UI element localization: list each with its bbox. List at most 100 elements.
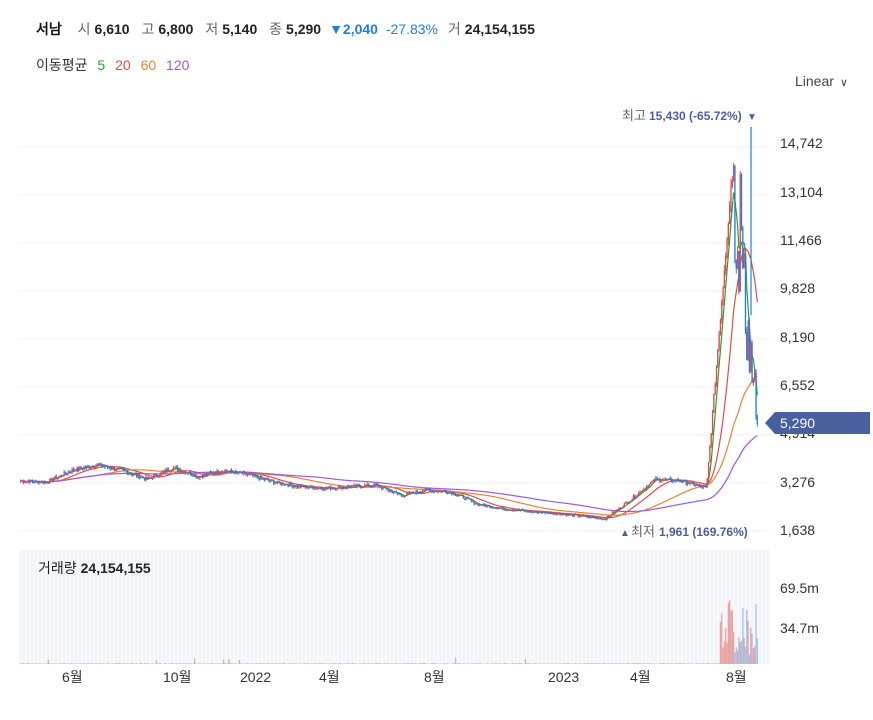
ma-line-60: [20, 375, 758, 516]
current-price: 5,290: [780, 415, 815, 431]
candle-body: [485, 505, 487, 507]
candle-body: [412, 491, 415, 493]
volume-bar: [530, 663, 532, 664]
candle-body: [183, 471, 185, 474]
close-label: 종: [269, 21, 283, 37]
candle-body: [105, 465, 107, 467]
candle-body: [735, 260, 737, 269]
volume-bar: [29, 663, 31, 664]
up-triangle-icon: ▲: [620, 528, 630, 539]
high-value: 6,800: [158, 21, 194, 37]
scale-selector[interactable]: Linear ∨: [795, 73, 848, 89]
volume-bar: [374, 663, 376, 664]
candle-body: [518, 509, 520, 511]
volume-bar: [661, 663, 664, 664]
ma-20[interactable]: 20: [115, 57, 131, 73]
candle-body: [143, 478, 146, 480]
volume-bar: [171, 663, 173, 664]
candle-body: [353, 484, 355, 486]
candle-body: [316, 487, 318, 489]
ma-120[interactable]: 120: [166, 57, 190, 73]
candle-body: [396, 492, 399, 494]
candle-body: [657, 478, 660, 480]
candle-body: [175, 466, 177, 468]
candle-body: [472, 500, 474, 502]
volume-bar: [535, 663, 537, 664]
candle-body: [644, 488, 646, 490]
candle-body: [45, 481, 47, 483]
volume-bar: [504, 663, 507, 664]
volume-bar: [87, 663, 89, 664]
candle-body: [635, 496, 637, 498]
candle-body: [88, 466, 90, 469]
volume-bar: [706, 663, 708, 664]
volume-bar: [259, 663, 262, 664]
candle-body: [295, 485, 297, 487]
candle-body: [286, 484, 288, 486]
candle-body: [103, 466, 105, 468]
volume-bar: [723, 641, 726, 664]
volume-bar: [591, 663, 594, 664]
candle-body: [574, 514, 577, 516]
candle-body: [100, 463, 102, 467]
candle-body: [533, 512, 536, 514]
candle-body: [275, 482, 277, 484]
candle-body: [615, 510, 617, 512]
candle-body: [253, 474, 255, 476]
volume-label: 거: [447, 21, 461, 37]
volume-bar: [690, 663, 693, 664]
candle-body: [333, 488, 335, 490]
volume-bar: [299, 663, 301, 664]
candle-body: [732, 165, 735, 181]
low-label: 저: [205, 21, 219, 37]
candle-body: [458, 495, 461, 497]
candle-body: [681, 481, 683, 483]
volume-bar: [20, 663, 22, 664]
candle-body: [213, 473, 216, 475]
candle-body: [304, 485, 306, 488]
candle-body: [734, 165, 736, 261]
volume-bar: [345, 663, 347, 664]
candle-body: [489, 505, 491, 508]
candle-body: [671, 478, 673, 482]
candle-body: [84, 467, 86, 469]
candle-body: [507, 510, 509, 512]
volume-bar: [126, 663, 129, 664]
candle-body: [722, 286, 724, 302]
volume-bar: [755, 604, 757, 664]
candle-body: [473, 500, 475, 504]
volume-bar: [632, 663, 635, 664]
volume-bar: [561, 663, 563, 664]
volume-bar: [201, 663, 204, 664]
candle-body: [55, 476, 57, 479]
candle-body: [174, 466, 176, 468]
candle-body: [151, 477, 154, 479]
volume-title: 거래량 24,154,155: [38, 558, 151, 578]
candle-body: [241, 472, 243, 474]
candle-body: [237, 472, 239, 474]
candle-body: [433, 490, 436, 492]
candle-body: [536, 511, 538, 514]
ma-60[interactable]: 60: [140, 57, 157, 73]
high-label: 고: [141, 21, 155, 37]
volume-bar: [527, 663, 529, 664]
candle-body: [564, 514, 566, 516]
candle-body: [205, 473, 208, 476]
candle-body: [520, 509, 523, 511]
candle-body: [135, 474, 138, 477]
volume-bar: [746, 610, 748, 664]
candle-body: [59, 475, 61, 477]
volume-bar: [117, 663, 119, 664]
candle-body: [340, 486, 342, 489]
candle-body: [221, 471, 223, 473]
candle-body: [273, 480, 275, 484]
candle-body: [578, 516, 581, 518]
price-tick: 6,552: [780, 377, 815, 393]
candle-body: [163, 470, 165, 472]
candle-body: [527, 511, 529, 513]
ma-5[interactable]: 5: [97, 57, 106, 73]
candle-body: [668, 478, 670, 480]
price-tick: 9,828: [780, 280, 815, 296]
volume-bar: [265, 663, 267, 664]
